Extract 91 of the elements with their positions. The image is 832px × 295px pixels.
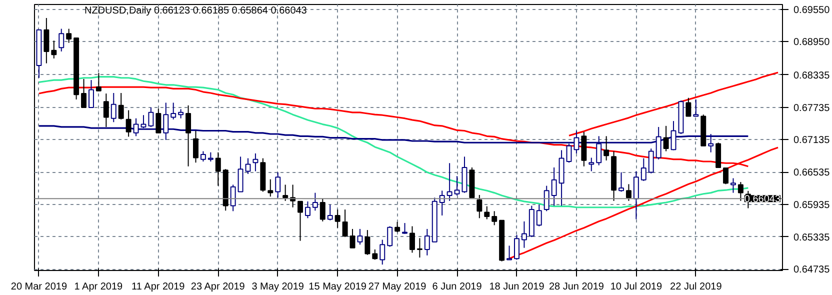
candlestick — [730, 178, 736, 194]
candlestick — [238, 156, 244, 192]
candlestick — [208, 152, 214, 162]
candlestick — [298, 200, 303, 242]
candlestick — [693, 98, 699, 117]
candlestick — [663, 125, 669, 152]
candlestick — [200, 150, 206, 162]
candlestick — [514, 234, 520, 260]
x-tick-label: 3 May 2019 — [252, 282, 304, 292]
candlestick — [357, 228, 363, 246]
candlestick — [424, 228, 430, 256]
candlestick — [551, 166, 557, 206]
candlestick — [723, 167, 729, 185]
candlestick — [544, 185, 550, 212]
candlestick — [521, 220, 527, 248]
y-tick-label: 0.68950 — [794, 37, 830, 48]
y-tick-label: 0.66535 — [794, 168, 830, 179]
candlestick — [588, 157, 594, 172]
candlestick — [506, 245, 512, 260]
candlestick — [342, 209, 348, 238]
x-tick-label: 15 May 2019 — [308, 282, 367, 292]
candlestick — [626, 184, 632, 202]
candlestick — [536, 204, 542, 227]
candlestick — [110, 92, 116, 123]
candlestick — [484, 206, 490, 220]
x-tick-label: 18 Jun 2019 — [489, 282, 545, 292]
y-tick-label: 0.64735 — [794, 264, 830, 276]
candlestick — [604, 136, 610, 161]
x-tick-label: 6 Jun 2019 — [432, 282, 482, 292]
candlestick — [327, 204, 333, 221]
candlestick — [81, 78, 87, 108]
candlestick — [230, 184, 236, 212]
x-tick-label: 11 Apr 2019 — [132, 282, 186, 292]
candlestick — [96, 72, 102, 92]
candlestick — [394, 221, 400, 233]
candlestick — [252, 152, 258, 172]
x-tick-label: 28 Jun 2019 — [548, 282, 604, 292]
candlestick — [716, 142, 722, 168]
candlestick — [275, 172, 281, 198]
candlestick — [245, 158, 251, 174]
candlestick — [446, 162, 452, 202]
candlestick — [387, 226, 393, 248]
candlestick — [193, 130, 198, 164]
x-tick-label: 20 Mar 2019 — [10, 282, 68, 292]
y-tick-label: 0.65335 — [794, 232, 830, 244]
x-tick-label: 27 May 2019 — [368, 282, 427, 292]
x-tick-label: 1 Apr 2019 — [74, 282, 124, 292]
candlestick — [44, 17, 50, 64]
candlestick — [648, 148, 654, 174]
candlestick — [380, 239, 386, 266]
candlestick — [492, 210, 498, 226]
candlestick — [409, 226, 415, 254]
candlestick — [402, 222, 408, 234]
candlestick — [320, 198, 326, 222]
candlestick — [364, 230, 370, 256]
x-tick-label: 22 Jul 2019 — [670, 282, 722, 292]
candlestick — [66, 28, 72, 44]
candlestick — [334, 209, 340, 228]
candlestick — [58, 28, 64, 52]
candlestick — [268, 178, 274, 198]
candlestick — [215, 152, 221, 186]
candlestick — [476, 194, 482, 219]
y-tick-label: 0.65935 — [794, 200, 830, 211]
x-tick-label: 10 Jul 2019 — [610, 282, 662, 292]
candlestick — [304, 200, 310, 219]
candlestick — [282, 184, 288, 202]
candlestick — [156, 108, 162, 134]
candlestick — [88, 80, 94, 108]
y-tick-label: 0.67135 — [794, 135, 830, 146]
x-tick-label: 23 Apr 2019 — [190, 282, 246, 292]
candlestick — [738, 182, 744, 202]
candlestick — [618, 172, 624, 192]
candlestick — [633, 170, 639, 220]
candlestick — [312, 192, 318, 212]
candlestick — [103, 93, 109, 128]
candlestick — [640, 158, 646, 182]
candlestick — [118, 92, 124, 120]
y-tick-label: 0.69550 — [794, 4, 830, 16]
candlestick — [372, 248, 378, 260]
annotation: NZDUSD,Daily 0.66123 0.66185 0.65864 0.66043 — [84, 6, 308, 16]
candlestick — [170, 102, 176, 120]
y-tick-label: 0.67735 — [794, 102, 830, 114]
y-tick-label: 0.68335 — [794, 70, 830, 82]
candlestick — [126, 110, 132, 138]
candlestick — [178, 108, 184, 119]
candlestick — [350, 228, 356, 248]
line-series — [568, 72, 779, 136]
candlestick — [186, 104, 192, 167]
candlestick — [51, 40, 57, 59]
candlestick — [686, 97, 692, 117]
candlestick — [416, 238, 422, 258]
